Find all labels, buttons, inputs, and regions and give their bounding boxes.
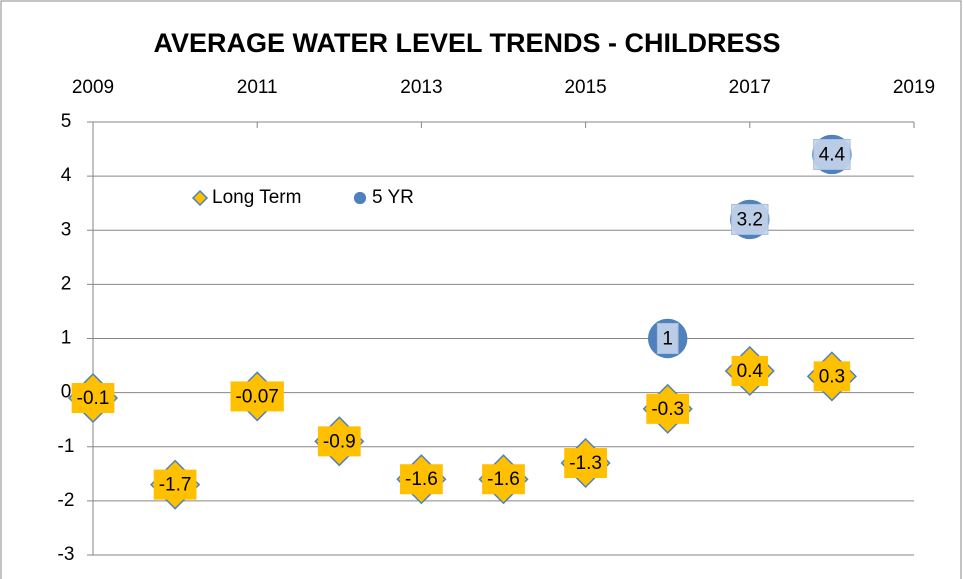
data-label-box — [646, 393, 690, 424]
data-label: 3.2 — [737, 209, 763, 230]
legend-marker — [353, 191, 367, 205]
data-label-box — [731, 203, 769, 235]
x-tick-label: 2017 — [729, 77, 771, 98]
data-label: 4.4 — [819, 144, 846, 165]
data-label-box — [230, 381, 284, 412]
data-label-box — [813, 138, 851, 170]
data-label: 1 — [662, 329, 673, 350]
data-label: -1.6 — [405, 469, 438, 490]
y-tick-label: 0 — [61, 382, 72, 403]
legend-marker — [191, 189, 209, 207]
data-label: 0.4 — [737, 361, 764, 382]
data-label-box — [153, 469, 197, 500]
data-label: -0.9 — [323, 431, 356, 452]
data-label: -0.3 — [651, 399, 684, 420]
data-label: -1.3 — [569, 453, 602, 474]
y-tick-label: -3 — [58, 544, 75, 565]
data-label: -1.6 — [487, 469, 520, 490]
x-tick-label: 2011 — [237, 77, 278, 98]
data-label: -1.7 — [159, 475, 192, 496]
x-tick-label: 2013 — [400, 77, 442, 98]
data-label: 0.3 — [819, 366, 845, 387]
data-label: -0.07 — [236, 386, 279, 407]
x-tick-label: 2015 — [564, 77, 606, 98]
chart-title: AVERAGE WATER LEVEL TRENDS - CHILDRESS — [153, 28, 780, 58]
data-label: -0.1 — [77, 388, 110, 409]
data-label-box — [482, 464, 525, 495]
y-tick-label: 5 — [61, 111, 72, 132]
y-tick-label: 4 — [61, 165, 72, 186]
y-tick-label: 2 — [61, 273, 72, 294]
data-label-box — [813, 361, 851, 392]
x-tick-label: 2009 — [72, 77, 114, 98]
data-label-box — [564, 447, 607, 478]
data-label-box — [71, 383, 115, 414]
y-tick-label: 1 — [61, 328, 72, 349]
data-label-box — [400, 464, 443, 495]
legend-label: Long Term — [212, 187, 301, 208]
y-tick-label: 3 — [61, 219, 72, 240]
data-label-box — [656, 323, 679, 354]
y-tick-label: -2 — [58, 490, 75, 511]
y-tick-label: -1 — [58, 436, 75, 457]
x-tick-label: 2019 — [893, 77, 935, 98]
legend-label: 5 YR — [372, 187, 414, 208]
data-label-box — [731, 355, 769, 386]
data-label-box — [317, 426, 361, 457]
